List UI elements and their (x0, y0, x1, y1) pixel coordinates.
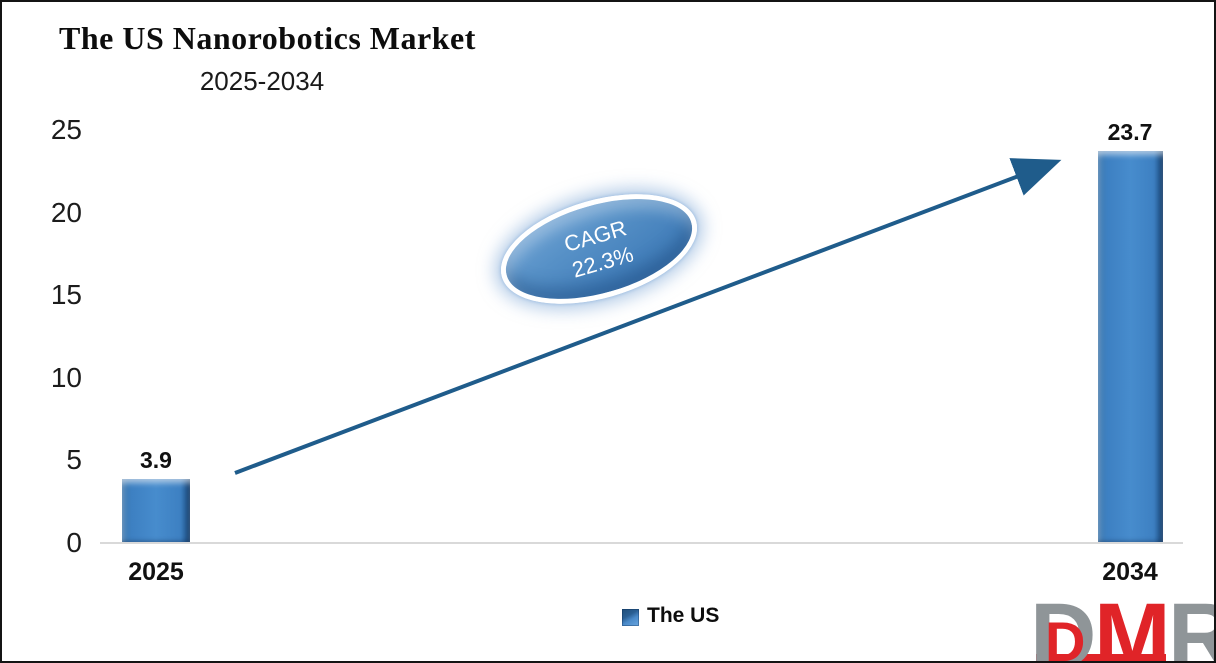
bar-value-2025: 3.9 (140, 446, 172, 473)
legend-label: The US (647, 604, 720, 627)
y-tick-20: 20 (50, 197, 82, 228)
logo-letter-d-inner: D (1045, 610, 1086, 663)
chart-subtitle: 2025-2034 (199, 66, 325, 96)
y-tick-15: 15 (50, 279, 82, 310)
chart-title: The US Nanorobotics Market (59, 20, 476, 56)
x-tick-2025: 2025 (128, 558, 184, 586)
bar-value-2034: 23.7 (1107, 119, 1153, 146)
y-tick-25: 25 (50, 114, 82, 145)
y-tick-0: 0 (66, 527, 82, 558)
x-axis-line (100, 542, 1183, 544)
legend-swatch-icon (622, 609, 639, 626)
logo-letter-m: M (1094, 585, 1171, 663)
logo-letter-r: R (1168, 590, 1214, 661)
plot-area: 3.9 23.7 (100, 119, 1183, 543)
y-tick-10: 10 (50, 362, 82, 393)
logo-letter-d: D (1030, 585, 1097, 663)
logo-underline (1036, 654, 1166, 661)
y-tick-5: 5 (66, 444, 82, 475)
bar-2034 (1098, 151, 1163, 543)
x-tick-2034: 2034 (1102, 558, 1158, 586)
dmr-logo: D D M R (1030, 585, 1214, 663)
legend: The US (622, 604, 719, 628)
bar-2025 (122, 478, 190, 543)
